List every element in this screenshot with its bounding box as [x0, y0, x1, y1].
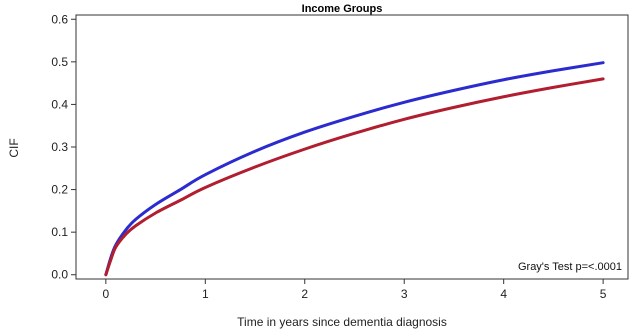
y-tick-label-5: 0.5	[51, 55, 68, 69]
plot-frame	[75, 14, 629, 280]
x-axis-title: Time in years since dementia diagnosis	[237, 315, 447, 329]
series-line-1	[104, 61, 605, 277]
y-axis-title: CIF	[7, 138, 21, 157]
y-tick-label-6: 0.6	[51, 12, 68, 26]
x-tick-label-3: 3	[401, 287, 408, 301]
x-tick-label-1: 1	[202, 287, 209, 301]
x-tick-label-2: 2	[301, 287, 308, 301]
series-line-2	[104, 77, 605, 277]
y-tick-label-3: 0.3	[51, 140, 68, 154]
chart-title: Income Groups	[302, 3, 383, 15]
y-tick-label-4: 0.4	[51, 97, 68, 111]
grays-test-annotation: Gray's Test p=<.0001	[518, 261, 622, 273]
x-tick-label-0: 0	[102, 287, 109, 301]
y-tick-label-0: 0.0	[51, 268, 68, 282]
plot-area: 0 1 2 3 4 5 0.0 0.1 0.2 0.3 0.4 0.5 0.6	[51, 12, 629, 301]
x-tick-label-5: 5	[600, 287, 607, 301]
y-tick-label-1: 0.1	[51, 225, 68, 239]
x-tick-label-4: 4	[500, 287, 507, 301]
y-tick-label-2: 0.2	[51, 183, 68, 197]
